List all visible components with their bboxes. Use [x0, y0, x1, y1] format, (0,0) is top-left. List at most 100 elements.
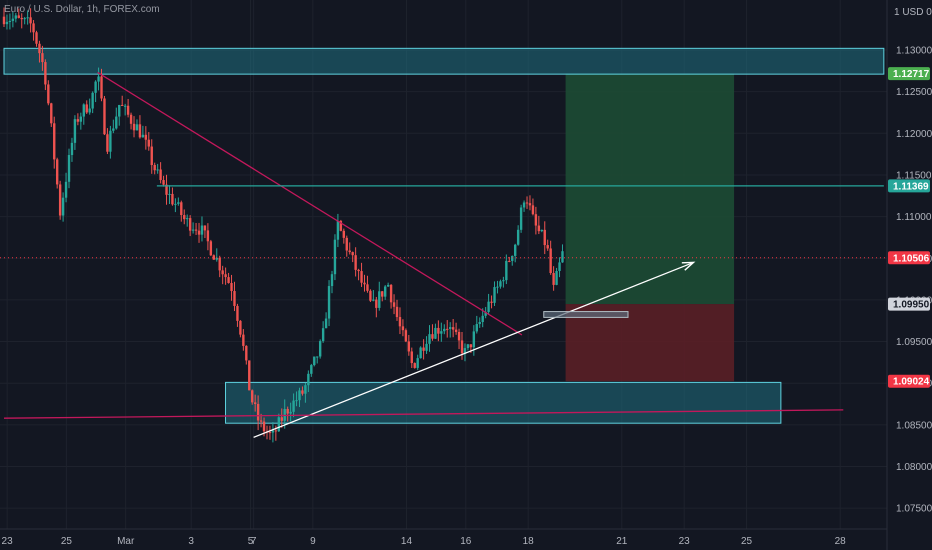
descending-trendline[interactable] — [97, 71, 523, 336]
candle-body — [360, 271, 363, 283]
candle-body — [546, 245, 549, 249]
x-tick-label: 7 — [251, 536, 257, 547]
candle-body — [318, 341, 322, 357]
candle-body — [274, 430, 278, 432]
candle-body — [490, 301, 493, 303]
candle-body — [505, 260, 508, 281]
candle-body — [561, 251, 564, 263]
candle-body — [407, 341, 411, 352]
candle-body — [183, 215, 186, 220]
candle-body — [301, 390, 304, 394]
candle-body — [55, 159, 59, 185]
candle-body — [180, 202, 183, 216]
candle-body — [289, 411, 292, 414]
candle-body — [194, 229, 198, 231]
candle-body — [197, 230, 201, 235]
candle-body — [437, 327, 440, 334]
candle-body — [413, 363, 416, 368]
candle-body — [94, 81, 97, 93]
x-tick-label: 14 — [401, 536, 413, 547]
candle-body — [245, 345, 248, 361]
candle-body — [259, 420, 263, 422]
candle-body — [35, 32, 38, 44]
candle-body — [519, 207, 523, 230]
price-tag — [888, 67, 930, 81]
sloped-support-line[interactable] — [3, 409, 844, 419]
candle-body — [2, 16, 6, 25]
candle-body — [528, 203, 532, 206]
candle-body — [256, 403, 260, 421]
candle-body — [58, 184, 62, 216]
y-tick-label: 1.07500 — [896, 504, 932, 515]
candle-body — [221, 270, 224, 275]
candle-body — [330, 274, 334, 287]
ascending-trendline[interactable] — [253, 262, 694, 438]
position-target-zone[interactable] — [565, 73, 735, 305]
candle-body — [324, 318, 328, 329]
candle-body — [327, 286, 331, 319]
y-tick-label: 1.08000 — [896, 462, 932, 473]
support-zone[interactable] — [225, 381, 782, 424]
candle-body — [153, 165, 156, 171]
candle-body — [91, 92, 94, 109]
candle-body — [251, 390, 254, 403]
candle-body — [239, 320, 242, 335]
candle-body — [383, 286, 387, 297]
candle-body — [502, 280, 505, 282]
candle-body — [212, 255, 215, 260]
candle-body — [97, 76, 100, 82]
candle-body — [188, 218, 192, 231]
chart-title: Euro / U.S. Dollar, 1h, FOREX.com — [4, 4, 160, 15]
candle-body — [280, 417, 283, 421]
candle-body — [363, 282, 366, 285]
candle-body — [29, 17, 32, 24]
candle-body — [475, 324, 478, 332]
candle-body — [416, 358, 419, 368]
candle-body — [47, 84, 50, 104]
candle-body — [171, 193, 174, 205]
candle-body — [115, 116, 118, 129]
candle-body — [209, 241, 213, 256]
candle-body — [401, 326, 405, 331]
candle-body — [5, 21, 9, 25]
candle-body — [203, 225, 207, 231]
candle-body — [253, 402, 257, 404]
candle-body — [321, 328, 325, 342]
candle-body — [372, 299, 375, 301]
candle-body — [446, 328, 449, 330]
candle-body — [487, 301, 490, 312]
price-axis[interactable] — [887, 0, 932, 550]
x-tick-label: 25 — [741, 536, 753, 547]
y-tick-label: 1.08500 — [896, 420, 932, 431]
candle-body — [224, 274, 227, 278]
candle-body — [79, 116, 83, 122]
candle-body — [369, 290, 372, 301]
candle-body — [472, 331, 476, 348]
candle-body — [386, 284, 390, 287]
candle-body — [150, 146, 153, 166]
candle-body — [310, 365, 313, 374]
candle-body — [534, 214, 538, 226]
candle-body — [525, 202, 529, 204]
candle-body — [147, 139, 150, 147]
candle-body — [378, 291, 381, 308]
candle-body — [38, 43, 41, 54]
candle-body — [508, 260, 511, 262]
candle-body — [443, 328, 446, 332]
candle-body — [165, 184, 168, 195]
candle-body — [511, 255, 514, 261]
price-tag — [888, 179, 930, 193]
entry-box[interactable] — [543, 311, 629, 318]
candle-body — [123, 105, 127, 107]
candle-body — [531, 205, 535, 215]
candle-body — [348, 250, 351, 253]
candle-body — [451, 327, 455, 330]
resistance-zone[interactable] — [3, 47, 885, 75]
candle-body — [141, 134, 145, 138]
candle-body — [206, 230, 210, 242]
candle-body — [431, 334, 434, 339]
candle-body — [316, 356, 319, 358]
candle-body — [268, 432, 272, 434]
candle-body — [76, 119, 80, 122]
